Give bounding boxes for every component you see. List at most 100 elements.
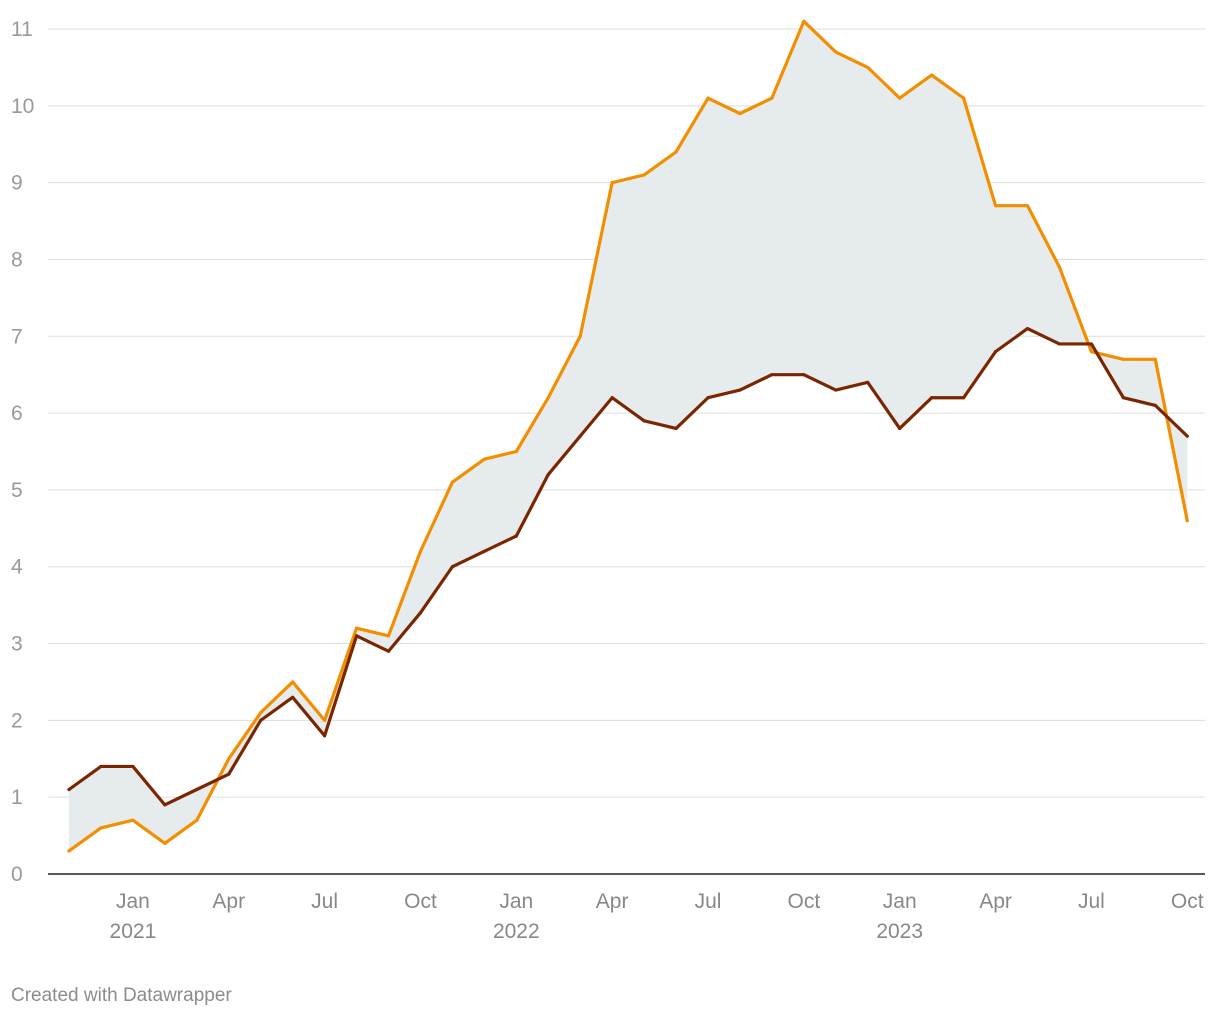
data-point: [1057, 265, 1062, 269]
data-point: [163, 803, 167, 807]
data-point: [770, 373, 774, 377]
data-point: [546, 472, 550, 477]
data-point: [898, 96, 902, 100]
data-point: [450, 480, 454, 484]
x-axis-ticks: Jan 2021 Apr Jul Oct Jan 2022 Apr Jul Oct Jan 2023 A…: [110, 890, 1204, 943]
data-point: [354, 634, 359, 638]
data-point: [450, 565, 454, 569]
datawrapper-credit[interactable]: Created with Datawrapper: [11, 985, 232, 1006]
x-tick-label: Apr: [979, 890, 1012, 913]
data-point: [1089, 350, 1093, 354]
data-point: [993, 350, 998, 354]
area-between-series: [69, 21, 1188, 851]
y-tick-label: 4: [11, 556, 23, 579]
y-tick-label: 11: [11, 18, 33, 41]
x-tick-year-label: 2023: [876, 920, 923, 943]
data-point: [706, 396, 710, 400]
data-point: [898, 426, 902, 431]
data-point: [1025, 204, 1030, 208]
data-point: [962, 396, 966, 400]
y-tick-label: 9: [11, 172, 23, 195]
data-point: [1121, 357, 1125, 361]
x-tick-label: Jan: [116, 890, 150, 913]
data-point: [323, 734, 327, 738]
data-point: [514, 534, 518, 538]
data-point: [993, 204, 998, 208]
data-point: [1057, 342, 1062, 346]
data-point: [962, 96, 966, 100]
data-point: [642, 419, 646, 423]
y-tick-label: 0: [11, 863, 23, 886]
data-point: [1185, 519, 1189, 523]
data-point: [578, 334, 582, 338]
series-lines: [67, 19, 1189, 853]
y-axis-ticks: 0 1 2 3 4 5 6 7 8 9 10 11: [11, 18, 34, 886]
x-tick-label: Oct: [788, 890, 821, 913]
y-tick-label: 2: [11, 709, 23, 732]
data-point: [163, 841, 167, 845]
data-point: [482, 457, 486, 461]
data-point: [642, 173, 646, 177]
y-tick-label: 10: [11, 95, 34, 118]
data-point: [259, 718, 263, 722]
y-tick-label: 6: [11, 402, 23, 425]
range-area: [69, 21, 1188, 851]
data-point: [67, 787, 71, 792]
data-point: [291, 680, 295, 684]
x-tick-label: Oct: [1171, 890, 1204, 913]
x-tick-year-label: 2021: [110, 920, 157, 943]
data-point: [418, 549, 423, 553]
data-point: [1025, 326, 1030, 331]
x-tick-label: Jan: [883, 890, 917, 913]
data-point: [770, 96, 774, 100]
data-point: [386, 634, 391, 638]
data-point: [482, 549, 486, 553]
data-point: [546, 396, 550, 400]
data-point: [930, 396, 934, 400]
data-point: [195, 787, 199, 792]
y-tick-label: 8: [11, 248, 23, 271]
data-point: [259, 711, 263, 715]
x-tick-label: Jul: [311, 890, 338, 913]
x-tick-label: Jan: [499, 890, 533, 913]
data-point: [610, 396, 614, 400]
data-point: [674, 150, 678, 154]
data-point: [131, 764, 135, 769]
x-tick-label: Jul: [1078, 890, 1105, 913]
data-point: [866, 65, 870, 70]
data-point: [514, 449, 518, 454]
data-point: [99, 826, 103, 830]
x-tick-year-label: 2022: [493, 920, 540, 943]
x-tick-label: Oct: [404, 890, 437, 913]
x-tick-label: Apr: [212, 890, 245, 913]
data-point: [1153, 357, 1157, 361]
data-point: [99, 764, 103, 769]
data-point: [1121, 396, 1125, 400]
data-point: [674, 426, 678, 431]
data-point: [834, 388, 838, 392]
data-point: [738, 388, 742, 392]
series-line-1[interactable]: [67, 19, 1189, 853]
data-point: [323, 718, 327, 722]
data-point: [738, 111, 742, 116]
data-point: [195, 818, 199, 822]
series-line-2[interactable]: [67, 326, 1189, 807]
x-tick-label: Jul: [695, 890, 722, 913]
data-point: [67, 849, 71, 853]
data-point: [610, 181, 614, 185]
y-tick-label: 3: [11, 633, 23, 656]
data-point: [802, 373, 806, 377]
gridlines: [48, 28, 1205, 875]
data-point: [386, 649, 391, 653]
data-point: [227, 757, 231, 761]
data-point: [802, 19, 806, 23]
data-point: [706, 96, 710, 100]
data-point: [227, 772, 231, 776]
y-tick-label: 7: [11, 325, 23, 348]
data-point: [131, 818, 135, 822]
data-point: [866, 380, 870, 384]
data-point: [834, 50, 838, 54]
data-point: [1185, 434, 1189, 438]
data-point: [418, 611, 423, 615]
